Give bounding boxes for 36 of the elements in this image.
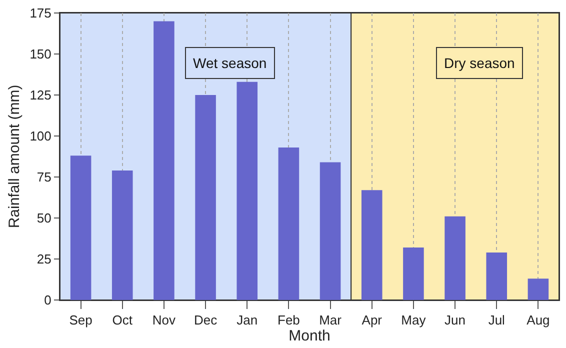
x-tick-label: Sep [69,312,92,328]
x-tick-label: Nov [152,312,176,328]
band-label: Dry season [444,55,515,71]
x-tick-label: Jul [488,312,506,328]
x-tick-label: Dec [194,312,218,328]
bar [195,95,216,300]
bar [112,170,133,300]
y-tick-label: 125 [30,88,52,103]
x-tick-label: Mar [319,312,342,328]
x-tick-label: May [401,312,426,328]
y-tick-label: 25 [36,252,52,267]
y-axis-title: Rainfall amount (mm) [6,84,23,228]
bar [278,147,300,300]
x-tick-label: Apr [362,312,383,328]
bar [320,162,341,300]
bar [403,248,424,300]
x-tick-label: Aug [526,312,550,328]
bar [70,156,92,300]
x-axis-title: Month [288,328,330,345]
bar [486,252,508,300]
x-tick-label: Jun [444,312,466,328]
x-tick-label: Feb [278,312,300,328]
y-tick-label: 50 [36,210,52,226]
bar [154,21,174,300]
x-tick-label: Oct [112,312,133,328]
y-tick-label: 0 [44,292,52,308]
band-label: Wet season [193,55,267,71]
y-tick-label: 150 [30,46,52,62]
x-tick-label: Jan [236,312,258,328]
y-tick-label: 75 [36,170,52,185]
bar [361,190,382,300]
y-tick-label: 175 [30,6,52,21]
bar [528,278,549,300]
bar [444,216,466,300]
y-tick-label: 100 [30,128,52,144]
bar [236,82,258,300]
